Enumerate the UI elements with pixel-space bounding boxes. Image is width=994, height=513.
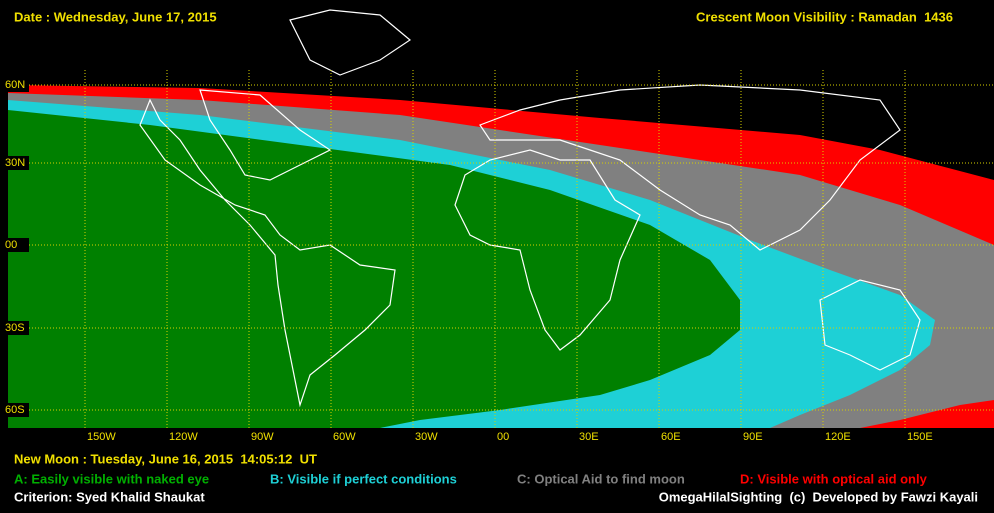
new-moon: New Moon : Tuesday, June 16, 2015 14:05:… (14, 451, 317, 466)
latitude-label: 30S (5, 322, 25, 334)
latitude-label: 30N (5, 157, 25, 169)
legend-entry: D: Visible with optical aid only (740, 471, 928, 486)
greenland-coast (289, 9, 412, 76)
credit: OmegaHilalSighting (c) Developed by Fawz… (659, 489, 978, 504)
graticule: 60N 30N 00 30S 60S 150W 120W 90W 60W 30W 00 30E 60E 9… (3, 70, 994, 443)
map-title: Crescent Moon Visibility : Ramadan 1436 (696, 9, 953, 24)
coastlines (139, 9, 921, 408)
longitude-label: 30W (415, 431, 438, 443)
latitude-label-box (3, 78, 29, 92)
australia-coast (819, 279, 921, 371)
latitude-label: 60N (5, 79, 25, 91)
eurasia-coast (479, 84, 901, 251)
criterion: Criterion: Syed Khalid Shaukat (14, 489, 205, 504)
latitude-label: 00 (5, 239, 17, 251)
longitude-label: 120W (169, 431, 198, 443)
latitude-label: 60S (5, 404, 25, 416)
longitude-label: 90W (251, 431, 274, 443)
longitude-label: 150E (907, 431, 933, 443)
legend-entry: B: Visible if perfect conditions (270, 471, 457, 486)
longitude-label: 120E (825, 431, 851, 443)
date: Date : Wednesday, June 17, 2015 (14, 9, 217, 24)
longitude-label: 60E (661, 431, 681, 443)
longitude-label: 90E (743, 431, 763, 443)
americas-coast (139, 98, 396, 408)
longitude-label: 60W (333, 431, 356, 443)
legend-entry: C: Optical Aid to find moon (517, 471, 685, 486)
longitude-label: 150W (87, 431, 116, 443)
north-america-east (199, 89, 332, 181)
longitude-label: 00 (497, 431, 509, 443)
latitude-label-box (3, 321, 29, 335)
latitude-label-box (3, 403, 29, 417)
longitude-label: 30E (579, 431, 599, 443)
africa-coast (454, 149, 641, 351)
legend: A: Easily visible with naked eye B: Visib… (14, 471, 928, 486)
visibility-band (8, 110, 740, 428)
legend-entry: A: Easily visible with naked eye (14, 471, 209, 486)
latitude-label-box (3, 238, 29, 252)
latitude-label-box (3, 156, 29, 170)
